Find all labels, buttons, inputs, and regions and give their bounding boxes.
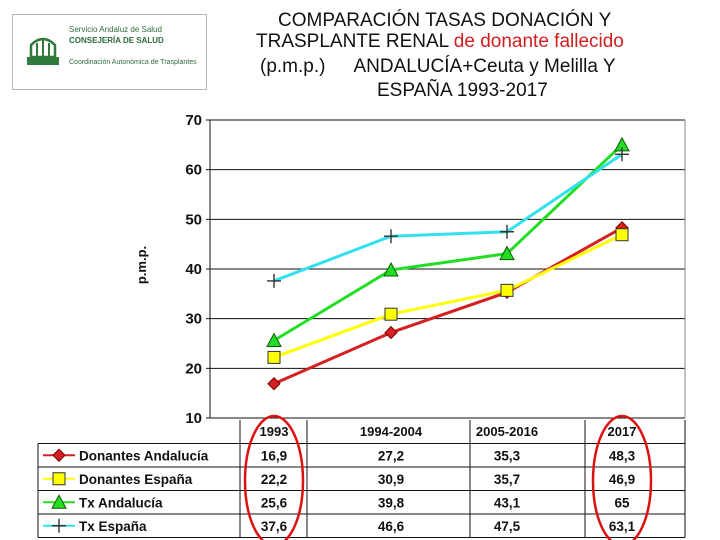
- legend-marker-3: [52, 518, 66, 533]
- highlight-ellipse-0: [243, 414, 305, 540]
- category-label-0: 1993: [260, 424, 289, 439]
- table-cell-0-0: 16,9: [261, 448, 287, 463]
- legend-label-3: Tx España: [79, 519, 147, 534]
- table-cell-3-1: 46,6: [378, 519, 405, 534]
- title-line-3: (p.m.p.) ANDALUCÍA+Ceuta y Melilla Y: [260, 56, 616, 78]
- y-tick-label-30: 30: [185, 311, 202, 328]
- y-tick-label-70: 70: [185, 112, 202, 129]
- table-cell-0-2: 35,3: [494, 448, 521, 463]
- series-1-point-0: [267, 350, 281, 364]
- series-0-point-1: [384, 325, 398, 340]
- series-3-point-2: [500, 224, 514, 239]
- table-cell-2-0: 25,6: [261, 495, 288, 510]
- table-cell-3-0: 37,6: [261, 519, 288, 534]
- table-cell-2-2: 43,1: [494, 495, 521, 510]
- table-cell-0-1: 27,2: [378, 448, 404, 463]
- table-cell-1-2: 35,7: [494, 472, 520, 487]
- logo-line-3: Coordinación Autonómica de Trasplantes: [69, 59, 197, 66]
- logo-line-2: CONSEJERÍA DE SALUD: [69, 36, 164, 45]
- table-cell-2-3: 65: [614, 495, 630, 510]
- y-axis-label: p.m.p.: [134, 246, 149, 284]
- series-2-point-2: [499, 245, 515, 261]
- table-cell-2-1: 39,8: [378, 495, 405, 510]
- series-line-3: [273, 153, 623, 283]
- title-line-1: COMPARACIÓN TASAS DONACIÓN Y: [278, 10, 612, 31]
- y-tick-label-20: 20: [185, 360, 202, 377]
- legend-label-2: Tx Andalucía: [79, 495, 163, 510]
- category-label-2: 2005-2016: [476, 424, 538, 439]
- series-3-point-3: [615, 147, 629, 162]
- series-1-point-1: [384, 307, 398, 321]
- title-line-2-black: TRASPLANTE RENAL: [256, 31, 454, 52]
- legend-label-0: Donantes Andalucía: [79, 448, 209, 463]
- logo: Servicio Andaluz de Salud CONSEJERÍA DE …: [12, 14, 207, 90]
- highlight-ellipse-3: [591, 414, 653, 540]
- table-cell-1-0: 22,2: [261, 472, 287, 487]
- legend-marker-1: [52, 472, 66, 486]
- table-cell-0-3: 48,3: [609, 448, 636, 463]
- table-cell-1-3: 46,9: [609, 472, 635, 487]
- andalucia-emblem-icon: [27, 37, 59, 65]
- category-label-1: 1994-2004: [360, 424, 423, 439]
- legend-label-1: Donantes España: [79, 472, 193, 487]
- logo-line-1: Servicio Andaluz de Salud: [69, 25, 162, 34]
- title-line-2: TRASPLANTE RENAL de donante fallecido: [256, 31, 624, 53]
- series-1-point-3: [615, 228, 629, 242]
- table-cell-1-1: 30,9: [378, 472, 404, 487]
- table-cell-3-2: 47,5: [494, 519, 521, 534]
- y-tick-label-60: 60: [185, 162, 202, 179]
- series-3-point-1: [384, 229, 398, 244]
- series-2-point-0: [266, 332, 282, 348]
- title-line-3-unit: (p.m.p.): [260, 56, 326, 77]
- series-line-0: [273, 226, 623, 386]
- series-3-point-0: [267, 273, 281, 288]
- y-tick-label-50: 50: [185, 211, 202, 228]
- category-label-3: 2017: [608, 424, 637, 439]
- legend-marker-0: [52, 448, 66, 462]
- series-0-point-0: [267, 377, 281, 391]
- series-line-2: [273, 143, 624, 342]
- y-tick-label-10: 10: [185, 410, 202, 427]
- series-line-1: [273, 233, 623, 359]
- legend-marker-2: [51, 494, 67, 509]
- series-1-point-2: [500, 283, 514, 297]
- chart-title: COMPARACIÓN TASAS DONACIÓN Y TRASPLANTE …: [222, 10, 720, 120]
- table-cell-3-3: 63,1: [609, 519, 636, 534]
- y-tick-label-40: 40: [185, 261, 202, 278]
- title-line-2-red: de donante fallecido: [453, 31, 624, 52]
- title-line-3-text: ANDALUCÍA+Ceuta y Melilla Y: [353, 56, 616, 77]
- series-2-point-1: [383, 261, 399, 277]
- title-line-4: ESPAÑA 1993-2017: [377, 80, 548, 101]
